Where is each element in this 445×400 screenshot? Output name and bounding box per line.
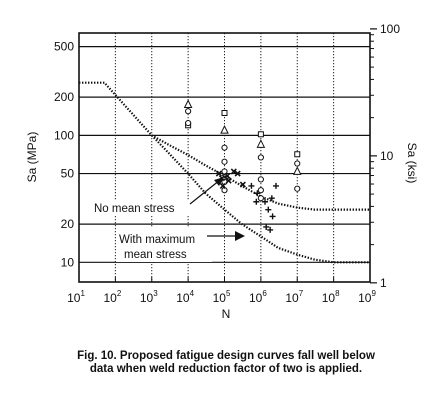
data-point-x	[224, 172, 231, 179]
data-point-x	[239, 181, 246, 188]
x-tick-label: 104	[176, 289, 194, 305]
data-point-circle	[257, 195, 264, 202]
data-point-plus	[268, 195, 275, 202]
y-axis-title: Sa (MPa)	[25, 132, 39, 183]
y2-tick-label: 100	[380, 22, 400, 36]
annotation-max-mean-stress-line2: mean stress	[124, 249, 187, 261]
y-tick-label: 20	[61, 217, 75, 231]
caption-line-2: data when weld reduction factor of two i…	[89, 363, 363, 375]
y-ticks: 500 200 100 50 20 10	[54, 40, 74, 270]
annotation-max-mean-stress-bg	[116, 228, 212, 262]
figure-caption: Fig. 10. Proposed fatigue design curves …	[36, 350, 416, 376]
annotation-no-mean-stress-arrow	[189, 179, 221, 205]
y2-tick-label: 10	[380, 149, 394, 163]
data-point-plus	[265, 206, 272, 213]
data-point-circle	[221, 168, 228, 175]
x-tick-label: 105	[213, 289, 231, 305]
y-tick-label: 200	[54, 90, 74, 104]
markers	[183, 99, 302, 233]
data-point-plus	[248, 182, 255, 189]
x-tick-label: 109	[358, 289, 376, 305]
x-tick-label: 103	[140, 289, 158, 305]
data-point-triangle	[256, 139, 266, 148]
x-tick-label: 107	[285, 289, 303, 305]
annotation-max-mean-stress-line1: With maximum	[119, 234, 195, 246]
data-point-x	[219, 182, 226, 189]
data-point-plus	[269, 213, 276, 220]
x-tick-label: 101	[67, 289, 85, 305]
x-tick-label: 108	[322, 289, 340, 305]
x-tick-label: 106	[249, 289, 267, 305]
annotation-max-mean-stress: With maximum mean stress	[116, 228, 245, 262]
y-tick-label: 100	[54, 128, 74, 142]
data-point-circle	[221, 144, 228, 151]
annotation-max-mean-stress-arrowhead	[235, 231, 245, 241]
data-point-triangle	[292, 166, 302, 175]
x-ticks: 101 102 103 104 105 106 107 108 109	[67, 277, 376, 305]
data-point-plus	[253, 198, 260, 205]
caption-line-1: Fig. 10. Proposed fatigue design curves …	[77, 350, 375, 362]
data-point-circle	[185, 108, 192, 115]
data-point-circle	[257, 154, 264, 161]
data-point-plus	[254, 190, 261, 197]
y2-ticks: 100 10 1	[370, 22, 400, 290]
data-point-x	[230, 168, 237, 175]
x-axis-title: N	[222, 307, 231, 321]
data-point-circle	[257, 176, 264, 183]
annotation-no-mean-stress-bg	[91, 200, 189, 216]
y2-tick-label: 1	[380, 276, 387, 290]
curves	[79, 81, 370, 264]
data-point-plus	[262, 198, 269, 205]
data-point-plus	[272, 182, 279, 189]
curve-max-mean-stress	[151, 134, 370, 264]
data-point-circle	[294, 160, 301, 167]
y-tick-label: 500	[54, 40, 74, 54]
data-point-circle	[221, 158, 228, 165]
data-point-triangle	[183, 99, 193, 109]
data-point-square	[257, 131, 264, 138]
annotation-no-mean-stress-label: No mean stress	[94, 203, 175, 215]
x-tick-label: 102	[103, 289, 121, 305]
annotation-no-mean-stress: No mean stress	[91, 177, 224, 216]
data-point-square	[294, 151, 301, 158]
data-point-x	[225, 177, 232, 184]
y-tick-label: 10	[61, 255, 75, 269]
data-point-plus	[263, 223, 270, 230]
fatigue-chart: 101 102 103 104 105 106 107 108 109 500200100502…	[25, 22, 419, 321]
data-point-x	[215, 170, 222, 177]
data-point-square	[221, 110, 228, 117]
data-point-circle	[257, 187, 264, 194]
data-point-triangle	[220, 124, 229, 134]
y2-axis-title: Sa (ksi)	[405, 143, 419, 184]
data-point-plus	[267, 226, 274, 233]
data-point-x	[234, 170, 241, 177]
data-point-circle	[185, 119, 192, 127]
y-tick-label: 50	[61, 167, 75, 181]
annotation-no-mean-stress-arrowhead	[214, 177, 224, 186]
data-point-circle	[294, 185, 301, 192]
